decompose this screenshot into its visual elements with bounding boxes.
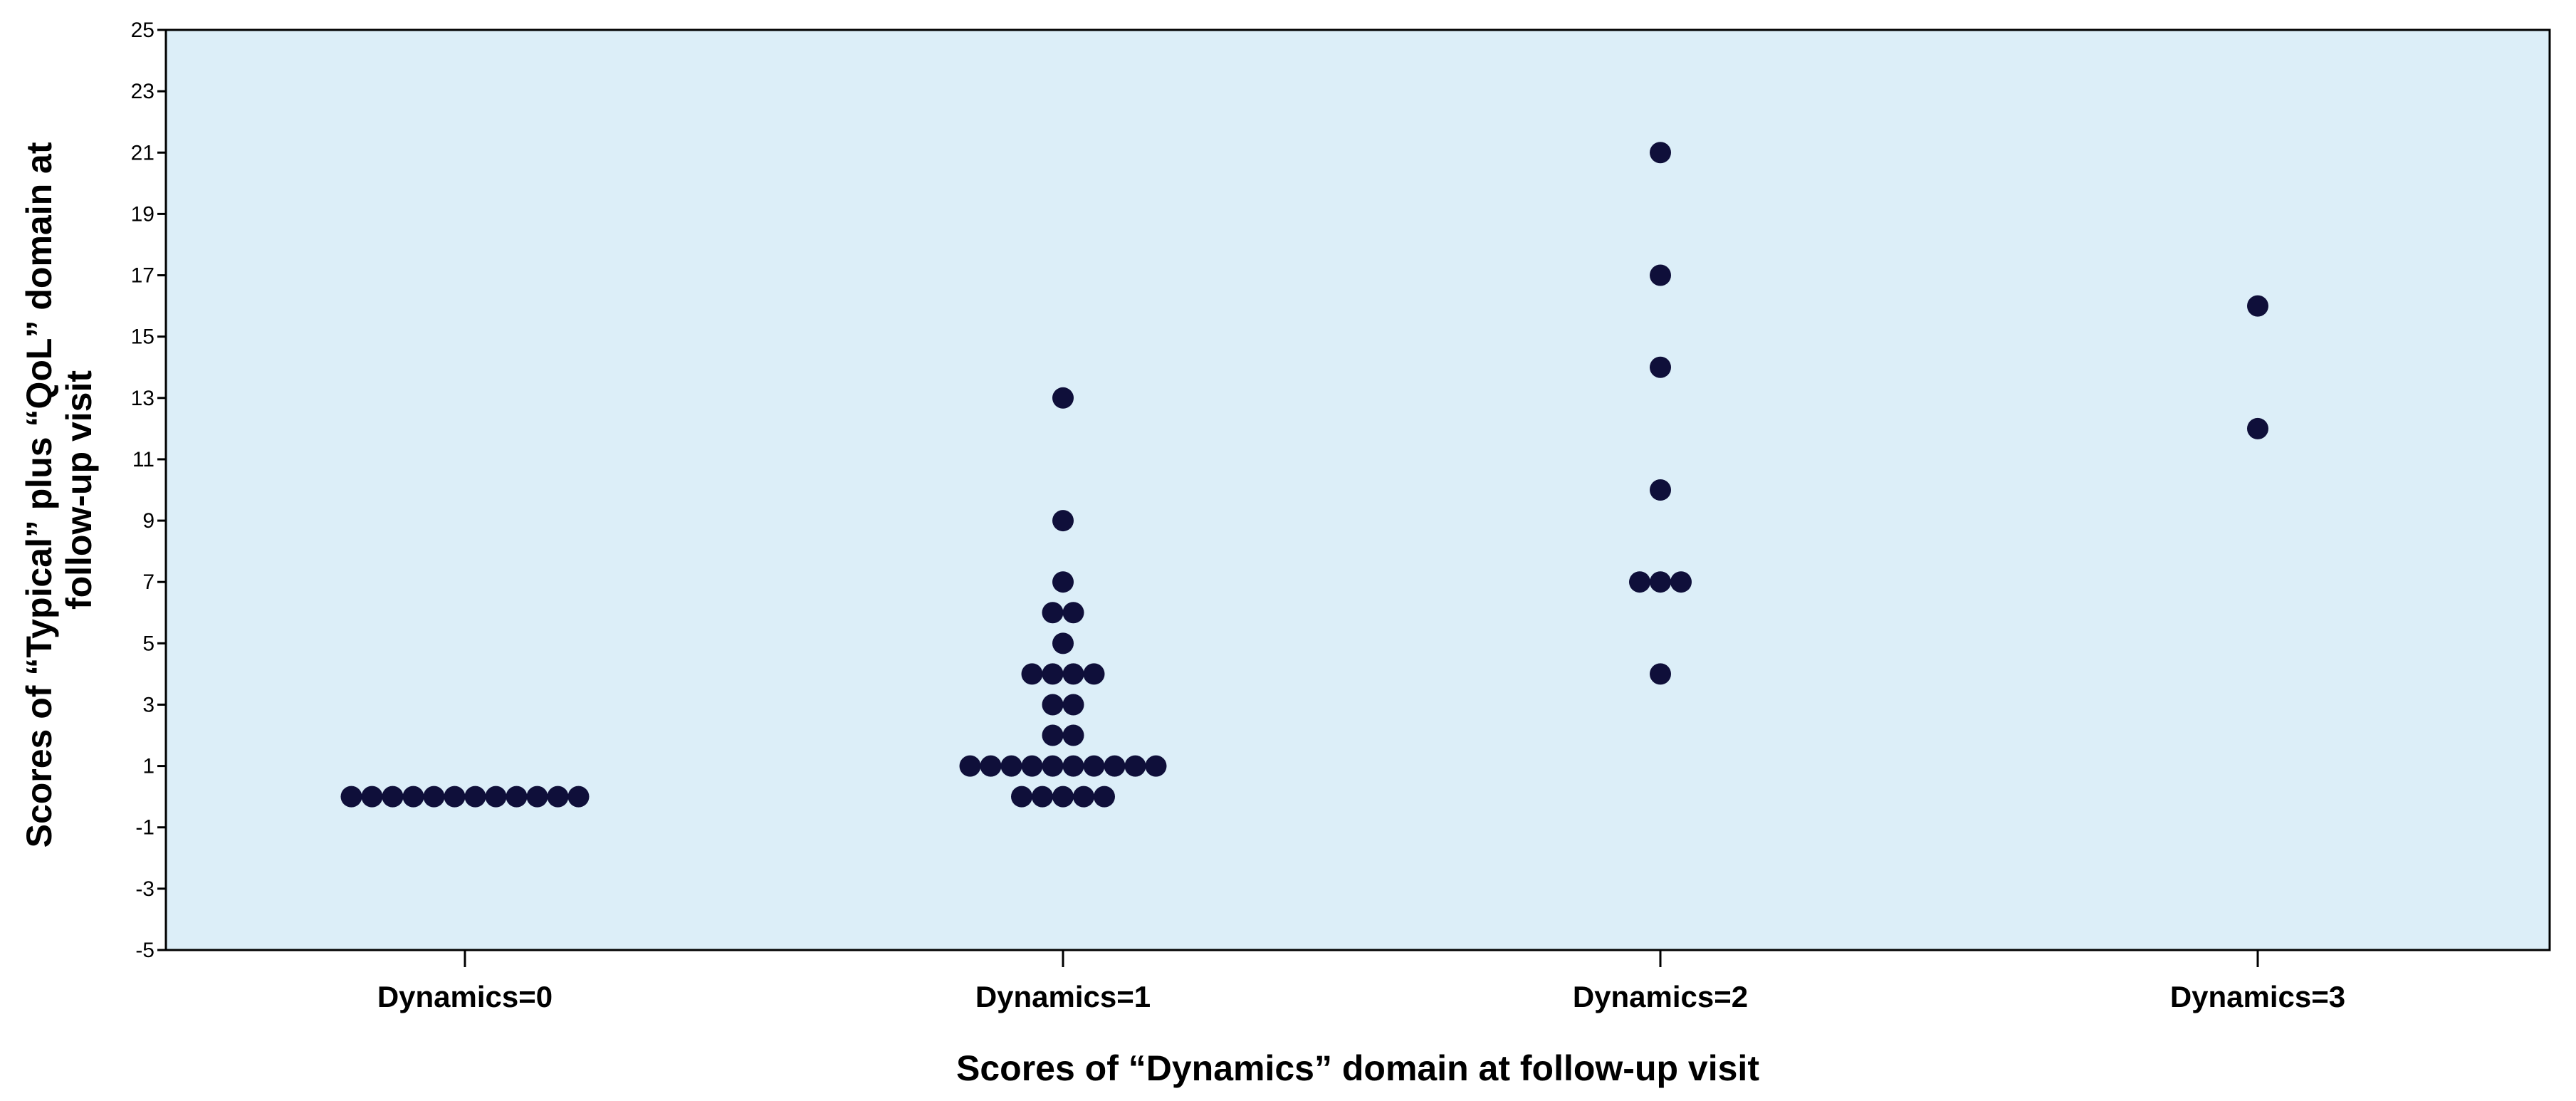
data-point bbox=[1094, 786, 1115, 808]
data-point bbox=[547, 786, 569, 808]
data-point bbox=[1011, 786, 1032, 808]
data-point bbox=[402, 786, 424, 808]
x-axis: Dynamics=0 Dynamics=1 Dynamics=2 Dynamics=3 bbox=[377, 950, 2345, 1013]
y-tick-label: 19 bbox=[131, 202, 155, 226]
data-point bbox=[1650, 479, 1671, 501]
data-point bbox=[1052, 510, 1074, 532]
data-point bbox=[1042, 694, 1064, 716]
data-point bbox=[980, 755, 1002, 777]
data-point bbox=[1083, 663, 1105, 685]
data-point bbox=[1042, 663, 1064, 685]
data-point bbox=[1650, 356, 1671, 378]
data-point bbox=[1062, 602, 1084, 624]
y-tick-label: 1 bbox=[142, 755, 155, 778]
data-point bbox=[1052, 387, 1074, 409]
data-point bbox=[1062, 755, 1084, 777]
data-point bbox=[567, 786, 590, 808]
data-point bbox=[1670, 571, 1692, 593]
data-point bbox=[444, 786, 466, 808]
x-category-label: Dynamics=2 bbox=[1573, 980, 1748, 1013]
data-point bbox=[340, 786, 362, 808]
y-tick-label: 21 bbox=[131, 141, 155, 165]
data-point bbox=[1650, 663, 1671, 685]
data-point bbox=[361, 786, 383, 808]
data-point bbox=[1073, 786, 1094, 808]
y-tick-label: 5 bbox=[142, 632, 155, 655]
data-point bbox=[1000, 755, 1022, 777]
data-point bbox=[1629, 571, 1650, 593]
y-tick-label: 25 bbox=[131, 19, 155, 42]
y-tick-label: 15 bbox=[131, 325, 155, 349]
y-tick-label: 23 bbox=[131, 80, 155, 103]
data-point bbox=[526, 786, 548, 808]
data-point bbox=[1650, 571, 1671, 593]
data-point bbox=[1032, 786, 1053, 808]
data-point bbox=[1650, 264, 1671, 286]
x-category-label: Dynamics=1 bbox=[975, 980, 1151, 1013]
data-point bbox=[1104, 755, 1126, 777]
data-point bbox=[1650, 142, 1671, 164]
data-point bbox=[1124, 755, 1146, 777]
y-axis: 25 23 21 19 17 15 13 11 9 7 5 3 1 -1 -3 -5 bbox=[131, 19, 166, 962]
y-tick-label: 17 bbox=[131, 264, 155, 288]
data-point bbox=[1062, 694, 1084, 716]
data-point bbox=[1083, 755, 1105, 777]
data-point bbox=[1021, 663, 1043, 685]
y-tick-label: 3 bbox=[142, 693, 155, 716]
data-point bbox=[1042, 724, 1064, 746]
y-tick-label: 11 bbox=[132, 448, 155, 471]
data-point bbox=[1052, 786, 1074, 808]
data-point bbox=[2247, 295, 2268, 317]
data-point bbox=[1062, 663, 1084, 685]
y-tick-label: -1 bbox=[135, 816, 155, 840]
data-point bbox=[2247, 417, 2268, 439]
data-point bbox=[1145, 755, 1167, 777]
y-tick-label: 7 bbox=[142, 570, 155, 594]
data-point bbox=[1062, 724, 1084, 746]
y-tick-label: -5 bbox=[135, 939, 155, 962]
y-tick-label: -3 bbox=[135, 877, 155, 901]
data-point bbox=[1042, 602, 1064, 624]
data-point bbox=[1052, 571, 1074, 593]
data-point bbox=[423, 786, 445, 808]
data-point bbox=[959, 755, 981, 777]
y-axis-title: Scores of “Typical” plus “QoL” domain at… bbox=[19, 132, 99, 848]
y-axis-title-line-1: Scores of “Typical” plus “QoL” domain at bbox=[19, 142, 59, 847]
data-point bbox=[485, 786, 507, 808]
data-point bbox=[1021, 755, 1043, 777]
data-points bbox=[340, 142, 2268, 808]
x-axis-title: Scores of “Dynamics” domain at follow-up… bbox=[956, 1048, 1759, 1088]
x-category-label: Dynamics=3 bbox=[2170, 980, 2345, 1013]
plot-area bbox=[164, 28, 2551, 951]
y-axis-title-line-2: follow-up visit bbox=[59, 370, 99, 610]
data-point bbox=[1052, 632, 1074, 654]
data-point bbox=[1042, 755, 1064, 777]
y-tick-label: 9 bbox=[142, 509, 155, 533]
data-point bbox=[506, 786, 528, 808]
data-point bbox=[464, 786, 486, 808]
x-category-label: Dynamics=0 bbox=[377, 980, 553, 1013]
data-point bbox=[382, 786, 404, 808]
y-tick-label: 13 bbox=[131, 387, 155, 410]
